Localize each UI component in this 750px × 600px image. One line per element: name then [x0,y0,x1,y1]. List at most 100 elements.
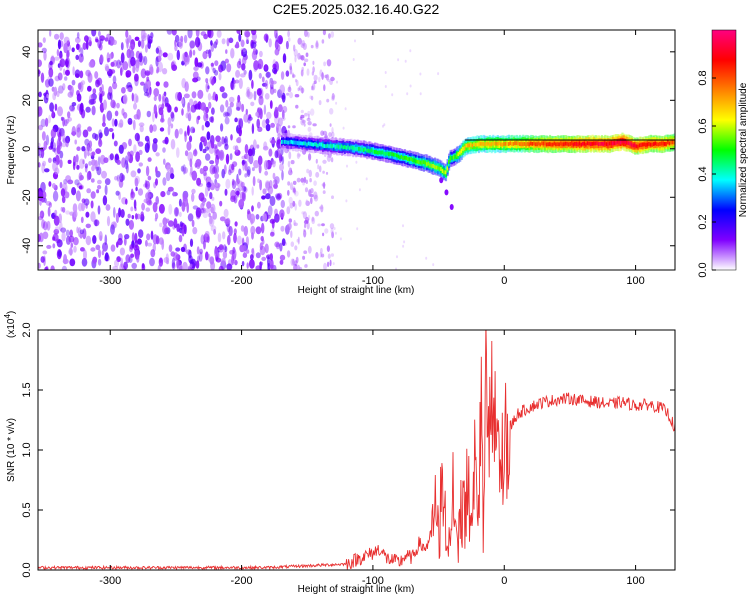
noise-blob [257,58,264,70]
noise-blob [214,145,218,154]
noise-blob [106,110,113,121]
noise-blob [97,258,102,266]
ridge-segment [514,141,517,146]
noise-blob [203,112,209,122]
noise-blob [317,164,320,170]
noise-blob [211,107,215,115]
noise-blob [302,211,307,220]
ridge-segment [407,157,410,161]
noise-blob [109,153,114,161]
noise-blob [107,92,112,100]
noise-blob [131,232,135,243]
noise-blob [158,49,163,57]
noise-blob [114,118,118,127]
noise-blob [265,118,270,125]
noise-blob [73,155,76,166]
noise-blob [278,104,283,113]
noise-blob [110,69,116,74]
noise-blob [170,123,174,129]
noise-blob [235,69,241,78]
ridge-segment [355,147,358,151]
noise-blob [54,103,58,112]
noise-blob [40,148,45,159]
noise-blob [296,264,301,270]
ridge-segment [312,142,315,147]
noise-blob [95,244,101,251]
noise-blob [221,258,226,265]
ridge-segment [281,140,284,144]
noise-blob [311,217,316,225]
noise-blob [310,108,315,116]
noise-blob [112,39,118,46]
ridge-segment [637,144,640,149]
ridge-segment [454,154,457,159]
noise-blob [202,165,209,172]
noise-blob [239,73,246,78]
ridge-segment [586,141,589,146]
ridge-segment [356,146,359,151]
noise-blob [231,163,235,171]
noise-blob [138,162,143,167]
noise-blob [275,194,282,201]
snr-scale-exp: 4 [3,314,12,319]
noise-blob [274,106,279,115]
ridge-segment [604,141,607,146]
noise-blob [287,30,290,38]
ridge-segment [616,139,619,144]
ridge-segment [552,142,555,147]
noise-blob [62,83,66,91]
noise-blob [280,71,285,80]
noise-blob [323,151,327,158]
ridge-segment [585,142,588,147]
noise-blob [180,246,186,253]
noise-blob [149,66,154,75]
noise-blob [192,71,199,80]
ridge-segment [509,141,512,146]
noise-blob [228,37,234,44]
ridge-segment [381,150,384,155]
ridge-segment [629,141,632,146]
noise-blob [315,171,320,178]
y-tick-label: 20 [21,94,33,106]
ridge-segment [673,140,675,145]
ridge-segment [347,145,350,149]
noise-blob [180,35,184,43]
noise-blob [301,211,305,215]
noise-blob [197,37,201,46]
noise-blob [200,102,207,111]
noise-blob [202,200,206,206]
ridge-segment [613,141,616,145]
noise-blob [69,258,76,267]
ridge-tail [444,189,449,196]
noise-blob [296,152,300,159]
noise-blob [119,247,125,256]
noise-blob [384,71,387,74]
noise-blob [210,225,217,232]
ridge-segment [660,141,663,146]
noise-blob [281,92,286,103]
ridge-segment [470,142,473,147]
ridge-segment [441,169,444,173]
snr-x-tick-label: -300 [99,575,121,587]
noise-blob [168,244,173,253]
noise-blob [313,180,317,186]
noise-blob [225,178,231,189]
ridge-segment [489,142,492,147]
noise-blob [173,218,178,229]
noise-blob [76,182,82,189]
ridge-segment [301,141,304,146]
noise-blob [217,140,222,147]
noise-blob [277,35,284,45]
noise-blob [326,261,330,267]
noise-blob [223,208,229,218]
noise-blob [130,39,136,50]
noise-blob [244,30,250,38]
noise-blob [85,235,92,246]
noise-blob [300,109,304,114]
noise-blob [149,124,154,133]
noise-blob [202,170,207,177]
ridge-segment [542,141,545,146]
ridge-segment [364,147,367,151]
ridge-segment [462,146,465,151]
noise-blob [38,142,41,148]
